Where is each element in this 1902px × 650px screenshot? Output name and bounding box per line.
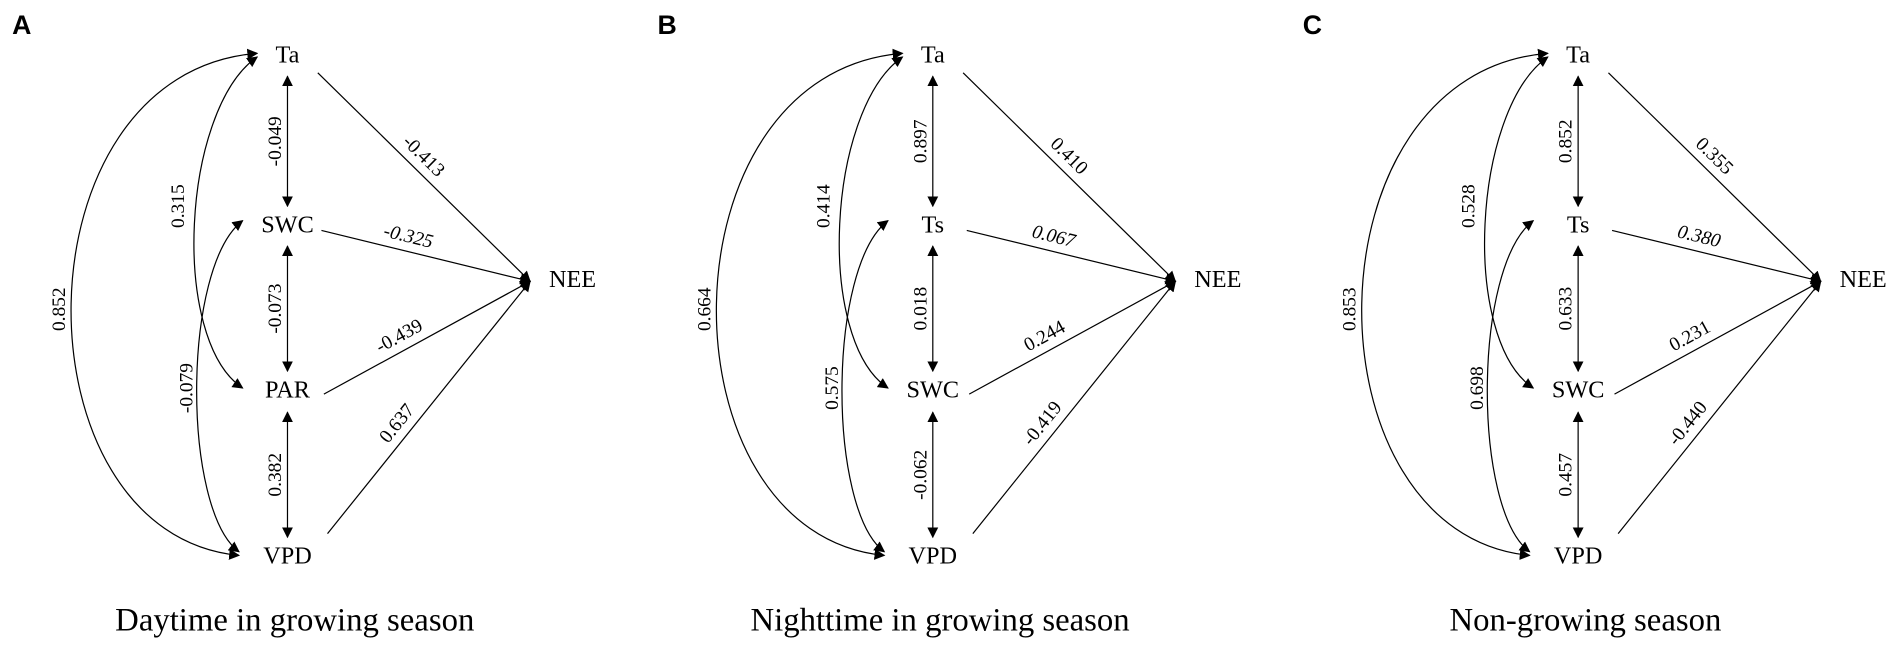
edge-label: 0.698 [1467,366,1488,410]
curved-arrow [70,48,259,560]
edge-label: 0.018 [910,287,931,331]
node-label: PAR [265,376,311,403]
edge-label: -0.325 [381,221,435,253]
curved-arrow [193,56,259,389]
arrow [1608,72,1822,283]
edge-label: 0.853 [1340,287,1361,331]
edge-label: 0.244 [1021,317,1070,357]
edge-label: 0.315 [168,184,189,228]
node-label: VPD [263,542,312,569]
arrow [966,229,1177,285]
curved-arrow [1486,220,1535,553]
edge-label: 0.414 [813,184,834,228]
edge-label: 0.664 [694,287,715,331]
curved-arrow [1361,48,1549,560]
edge-label: 0.528 [1459,184,1480,228]
node-label: Ta [921,42,945,69]
edge-label: -0.079 [176,363,197,413]
edge-label: 0.457 [1556,453,1577,497]
arrow [317,72,531,283]
curved-arrow [1484,56,1549,389]
panel-letter: B [657,10,676,40]
caption: Nighttime in growing season [750,603,1129,639]
edge-label: -0.440 [1664,398,1712,450]
curved-arrow [838,56,904,389]
node-label: Ts [922,211,945,238]
arrow [1611,229,1822,285]
node-label: NEE [549,266,596,293]
curved-arrow [715,48,904,560]
edge-label: 0.382 [265,453,286,497]
arrow [1614,280,1822,395]
edge-label: 0.852 [1556,119,1577,163]
edge-label: -0.049 [265,116,286,166]
node-label: Ta [276,42,300,69]
caption: Daytime in growing season [115,603,474,639]
arrow [321,229,532,285]
edge-label: -0.439 [372,315,426,357]
node-label: SWC [907,376,960,403]
arrow [972,280,1177,534]
panel: A Ta SWC PAR VPD NEE -0.049 -0.073 0.382 -0.413 -0… [12,10,596,639]
edge-label: 0.231 [1666,317,1714,356]
node-label: VPD [1554,542,1603,569]
arrow [323,280,532,395]
edge-label: 0.575 [822,366,843,410]
edge-label: -0.073 [265,284,286,334]
edge-label: 0.410 [1046,134,1092,180]
arrow [1617,280,1822,534]
edge-label: 0.852 [49,287,70,331]
caption: Non-growing season [1449,603,1721,639]
panel: CTaTsSWCVPDNEE0.8520.6330.4570.3550.3800… [1303,10,1887,639]
arrow [962,72,1177,283]
node-label: SWC [261,211,314,238]
node-label: Ta [1566,42,1590,69]
node-label: VPD [909,542,958,569]
node-label: SWC [1552,376,1605,403]
arrow [327,280,531,534]
arrow [968,280,1177,395]
edge-label: 0.637 [375,400,419,447]
node-label: Ts [1567,211,1590,238]
edge-label: -0.413 [398,131,448,181]
panel-letter: A [12,10,31,40]
panel: BTaTsSWCVPDNEE0.8970.018-0.0620.4100.067… [657,10,1241,639]
edge-label: -0.062 [910,450,931,500]
edge-label: 0.897 [910,119,931,163]
edge-label: -0.419 [1019,398,1067,450]
panel-letter: C [1303,10,1322,40]
edge-label: 0.355 [1691,134,1737,180]
curved-arrow [841,220,889,553]
curved-arrow [196,220,244,553]
edge-label: 0.633 [1556,287,1577,331]
node-label: NEE [1194,266,1241,293]
node-label: NEE [1840,266,1887,293]
